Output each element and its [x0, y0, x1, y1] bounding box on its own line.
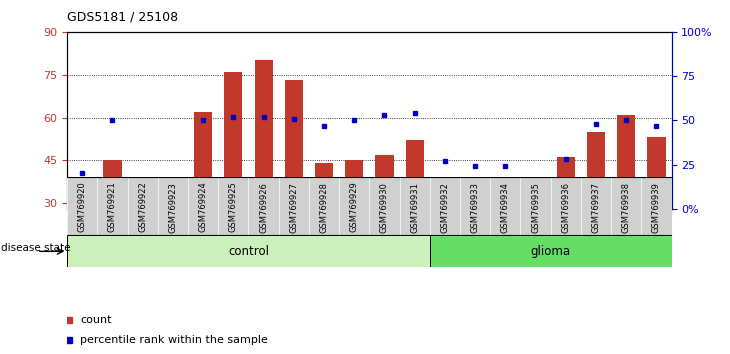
Bar [73, 195, 91, 209]
Text: GSM769920: GSM769920 [78, 182, 87, 233]
Text: GSM769926: GSM769926 [259, 182, 268, 233]
Bar [67, 235, 430, 267]
Text: GSM769930: GSM769930 [380, 182, 389, 233]
Text: GSM769921: GSM769921 [108, 182, 117, 233]
Text: GSM769927: GSM769927 [289, 182, 299, 233]
Bar [224, 72, 242, 209]
Text: glioma: glioma [531, 245, 571, 258]
Bar [587, 132, 605, 209]
Text: GSM769924: GSM769924 [199, 182, 207, 233]
Bar [218, 177, 248, 235]
Text: GDS5181 / 25108: GDS5181 / 25108 [67, 11, 178, 24]
Text: control: control [228, 245, 269, 258]
Bar [648, 137, 666, 209]
Bar [399, 177, 430, 235]
Bar [194, 112, 212, 209]
Bar [550, 177, 581, 235]
Bar [642, 177, 672, 235]
Text: GSM769928: GSM769928 [320, 182, 328, 233]
Bar [248, 177, 279, 235]
Bar [134, 198, 152, 209]
Bar [285, 80, 303, 209]
Bar [526, 198, 545, 209]
Text: GSM769922: GSM769922 [138, 182, 147, 233]
Bar [315, 163, 333, 209]
Bar [436, 189, 454, 209]
Bar [460, 177, 491, 235]
Bar [158, 177, 188, 235]
Bar [581, 177, 611, 235]
Text: GSM769935: GSM769935 [531, 182, 540, 233]
Bar [128, 177, 158, 235]
Text: disease state: disease state [1, 243, 70, 253]
Bar [279, 177, 309, 235]
Text: GSM769938: GSM769938 [622, 182, 631, 233]
Text: GSM769932: GSM769932 [440, 182, 450, 233]
Text: GSM769925: GSM769925 [229, 182, 238, 233]
Bar [496, 189, 515, 209]
Bar [520, 177, 550, 235]
Bar [491, 177, 520, 235]
Bar [67, 177, 97, 235]
Bar [339, 177, 369, 235]
Bar [430, 235, 672, 267]
Bar [557, 158, 575, 209]
Bar [406, 140, 424, 209]
Bar [188, 177, 218, 235]
Bar [309, 177, 339, 235]
Text: GSM769933: GSM769933 [471, 182, 480, 233]
Bar [611, 177, 642, 235]
Text: percentile rank within the sample: percentile rank within the sample [80, 335, 268, 345]
Bar [255, 61, 273, 209]
Bar [617, 115, 635, 209]
Text: GSM769937: GSM769937 [591, 182, 601, 233]
Text: GSM769931: GSM769931 [410, 182, 419, 233]
Text: GSM769929: GSM769929 [350, 182, 358, 233]
Bar [466, 192, 484, 209]
Bar [164, 203, 182, 209]
Bar [345, 160, 364, 209]
Text: GSM769939: GSM769939 [652, 182, 661, 233]
Text: GSM769934: GSM769934 [501, 182, 510, 233]
Text: count: count [80, 315, 112, 325]
Bar [430, 177, 460, 235]
Text: GSM769923: GSM769923 [169, 182, 177, 233]
Bar [369, 177, 399, 235]
Bar [104, 160, 122, 209]
Bar [375, 155, 393, 209]
Bar [97, 177, 128, 235]
Text: GSM769936: GSM769936 [561, 182, 570, 233]
